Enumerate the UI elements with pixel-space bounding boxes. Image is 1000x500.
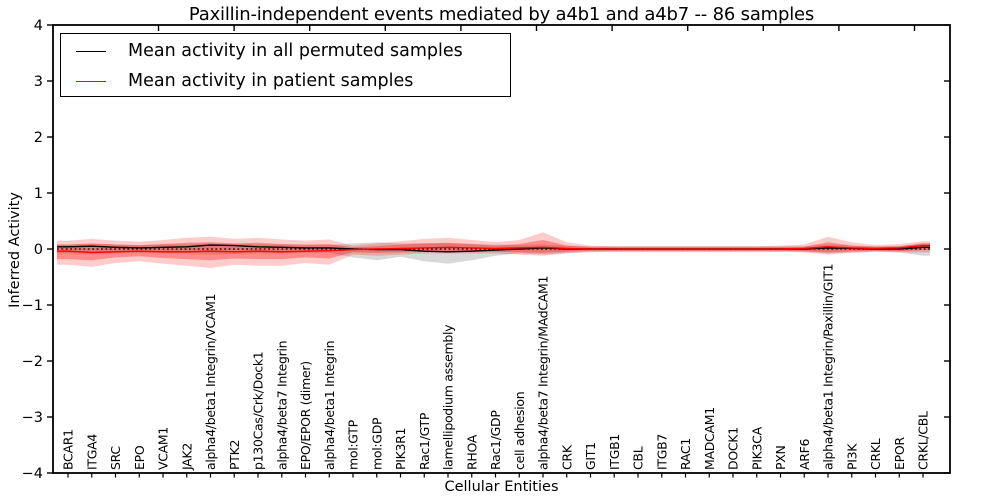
y-tick-label: 1	[34, 186, 43, 202]
y-tick-label: −3	[22, 410, 43, 426]
x-tick-label: GIT1	[583, 442, 598, 470]
x-tick-label: PXN	[773, 445, 788, 470]
x-tick-label: alpha4/beta7 Integrin	[274, 341, 289, 470]
x-tick-label: CBL	[631, 446, 646, 470]
y-tick-label: 3	[34, 74, 43, 90]
x-tick-label: JAK2	[179, 443, 194, 471]
x-tick-label: ITGA4	[84, 434, 99, 470]
x-tick-label: DOCK1	[726, 427, 741, 470]
x-tick-label: Rac1/GDP	[488, 410, 503, 470]
x-tick-label: SRC	[108, 446, 123, 470]
x-tick-label: p130Cas/Crk/Dock1	[251, 352, 266, 470]
x-axis-label: Cellular Entities	[444, 479, 559, 495]
y-tick-label: −2	[22, 354, 43, 370]
legend-label-permuted: Mean activity in all permuted samples	[128, 41, 463, 61]
x-tick-label: CRK	[559, 444, 574, 470]
x-tick-label: CRKL	[868, 438, 883, 470]
x-tick-label: ITGB7	[654, 434, 669, 470]
x-tick-label: alpha4/beta1 Integrin/Paxillin/GIT1	[821, 264, 836, 470]
x-tick-label: MADCAM1	[702, 407, 717, 470]
x-tick-label: cell adhesion	[512, 392, 527, 470]
y-tick-label: −4	[22, 466, 43, 482]
x-tick-label: PTK2	[227, 440, 242, 470]
y-tick-label: 4	[34, 18, 43, 34]
x-tick-label: ARF6	[797, 438, 812, 470]
x-tick-label: mol:GTP	[346, 419, 361, 470]
legend-item-permuted: Mean activity in all permuted samples	[61, 36, 510, 66]
x-tick-label: EPOR	[892, 437, 907, 470]
x-tick-label: EPO	[132, 445, 147, 470]
y-tick-label: 0	[34, 242, 43, 258]
x-tick-label: PIK3CA	[749, 426, 764, 470]
x-tick-label: Rac1/GTP	[417, 412, 432, 470]
y-axis-label: Inferred Activity	[7, 192, 23, 308]
x-tick-label: PI3K	[844, 443, 859, 470]
x-tick-label: PIK3R1	[393, 428, 408, 470]
x-tick-label: mol:GDP	[369, 417, 384, 470]
legend-item-patient: Mean activity in patient samples	[61, 66, 510, 96]
chart-title: Paxillin-independent events mediated by …	[188, 4, 815, 25]
x-tick-label: VCAM1	[156, 427, 171, 470]
x-tick-label: BCAR1	[61, 429, 76, 470]
x-tick-label: alpha4/beta7 Integrin/MAdCAM1	[536, 276, 551, 470]
x-tick-label: alpha4/beta1 Integrin	[322, 341, 337, 470]
x-tick-label: EPO/EPOR (dimer)	[298, 361, 313, 470]
x-tick-label: ITGB1	[607, 434, 622, 470]
y-tick-label: 2	[34, 130, 43, 146]
x-tick-label: RHOA	[464, 434, 479, 470]
x-tick-label: alpha4/beta1 Integrin/VCAM1	[203, 294, 218, 470]
legend-box: Mean activity in all permuted samples Me…	[60, 33, 511, 97]
x-tick-label: RAC1	[678, 438, 693, 470]
permuted-line-swatch	[76, 50, 106, 52]
legend-label-patient: Mean activity in patient samples	[128, 71, 414, 91]
y-tick-label: −1	[22, 298, 43, 314]
series-line-patient	[57, 244, 930, 254]
x-tick-label: lamellipodium assembly	[441, 324, 456, 470]
x-tick-label: CRKL/CBL	[916, 411, 931, 470]
patient-line-swatch	[76, 80, 106, 82]
